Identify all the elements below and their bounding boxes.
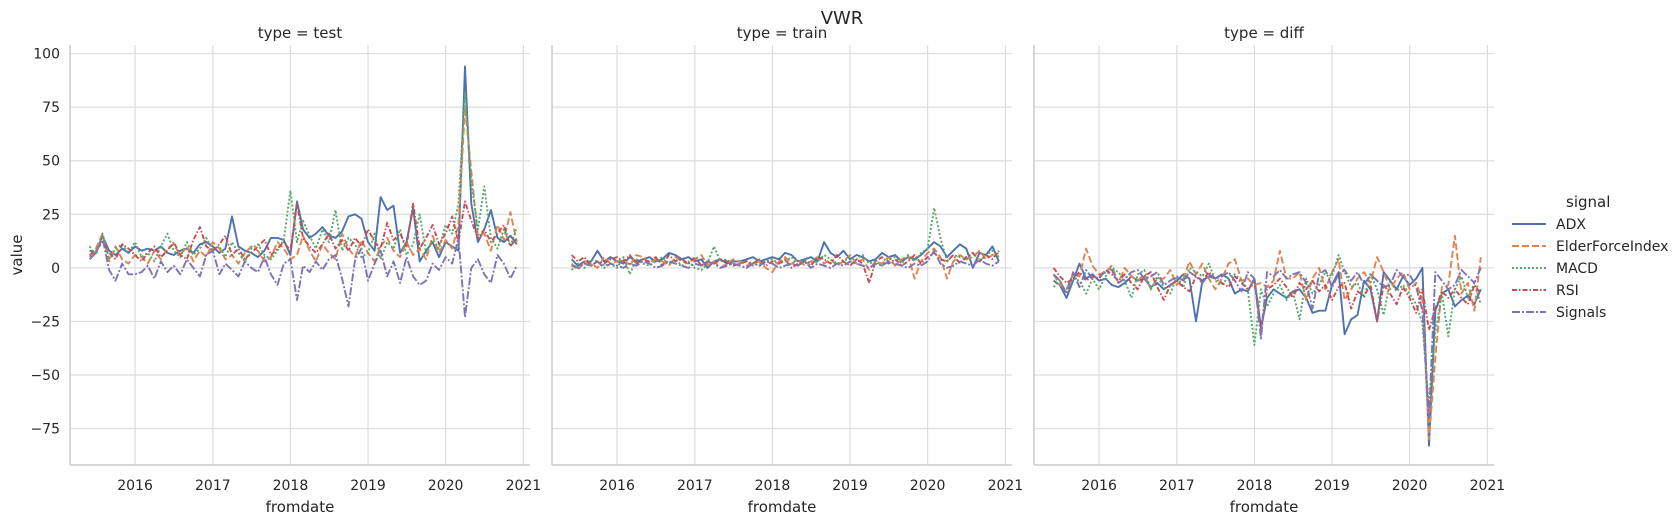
- legend: signal ADX ElderForceIndex MACD RSI Signals: [1512, 193, 1668, 321]
- x-tick-label: 2018: [1237, 478, 1273, 494]
- legend-label-macd: MACD: [1556, 261, 1598, 277]
- facet-panel-0: −75 −50 −25 0 25 50 75 100 2016 2017 2018 2019 2020 2…: [30, 24, 541, 516]
- series-line-elderforceindex: [570, 247, 1000, 280]
- x-tick-label: 2018: [273, 478, 309, 494]
- series-line-signals: [1052, 267, 1482, 419]
- series-line-adx: [1053, 262, 1482, 447]
- x-tick-label: 2017: [1159, 478, 1195, 494]
- x-tick-label: 2020: [428, 478, 464, 494]
- figure-title: VWR: [821, 8, 864, 29]
- facet-title: type = test: [258, 24, 343, 42]
- x-tick-label: 2019: [832, 478, 868, 494]
- y-tick-label: 100: [33, 47, 60, 63]
- x-tick-label: 2019: [350, 478, 386, 494]
- facet-panel-2: 2016 2017 2018 2019 2020 2021 type = diff fromd…: [1033, 24, 1506, 516]
- x-tick-label: 2019: [1314, 478, 1350, 494]
- series-line-rsi: [570, 250, 1000, 284]
- series-line-elderforceindex: [88, 106, 518, 265]
- y-axis-label: value: [8, 235, 26, 276]
- y-tick-label: 50: [42, 154, 60, 170]
- x-tick-label: 2020: [1392, 478, 1428, 494]
- series-line-rsi: [1052, 267, 1482, 331]
- x-tick-label: 2020: [910, 478, 946, 494]
- series-line-signals: [571, 249, 1000, 269]
- y-tick-label: 75: [42, 100, 60, 116]
- x-tick-label: 2016: [1081, 478, 1117, 494]
- series-line-elderforceindex: [1052, 234, 1482, 441]
- x-tick-label: 2017: [677, 478, 713, 494]
- y-tick-label: −75: [30, 422, 60, 438]
- legend-label-elderforceindex: ElderForceIndex: [1556, 239, 1668, 255]
- y-tick-label: 25: [42, 207, 60, 223]
- facet-title: type = diff: [1224, 24, 1304, 42]
- series-line-adx: [89, 65, 518, 263]
- facet-title: type = train: [737, 24, 828, 42]
- y-tick-label: 0: [51, 261, 60, 277]
- x-tick-label: 2021: [988, 478, 1024, 494]
- x-tick-label: 2016: [599, 478, 635, 494]
- x-axis-label: fromdate: [1230, 498, 1299, 516]
- x-tick-label: 2018: [755, 478, 791, 494]
- x-axis-label: fromdate: [748, 498, 817, 516]
- x-tick-label: 2021: [1470, 478, 1506, 494]
- legend-title: signal: [1566, 193, 1610, 211]
- x-tick-label: 2021: [506, 478, 542, 494]
- x-tick-label: 2017: [195, 478, 231, 494]
- facet-panel-1: 2016 2017 2018 2019 2020 2021 type = train from…: [551, 24, 1024, 516]
- y-tick-label: −25: [30, 314, 60, 330]
- legend-label-signals: Signals: [1556, 305, 1606, 321]
- series-line-macd: [570, 206, 1000, 276]
- series-line-macd: [88, 91, 518, 263]
- series-line-macd: [1052, 254, 1482, 409]
- legend-label-rsi: RSI: [1556, 283, 1579, 299]
- y-tick-label: −50: [30, 368, 60, 384]
- series-line-signals: [88, 236, 518, 319]
- legend-label-adx: ADX: [1556, 217, 1586, 233]
- x-axis-label: fromdate: [266, 498, 335, 516]
- x-tick-label: 2016: [117, 478, 153, 494]
